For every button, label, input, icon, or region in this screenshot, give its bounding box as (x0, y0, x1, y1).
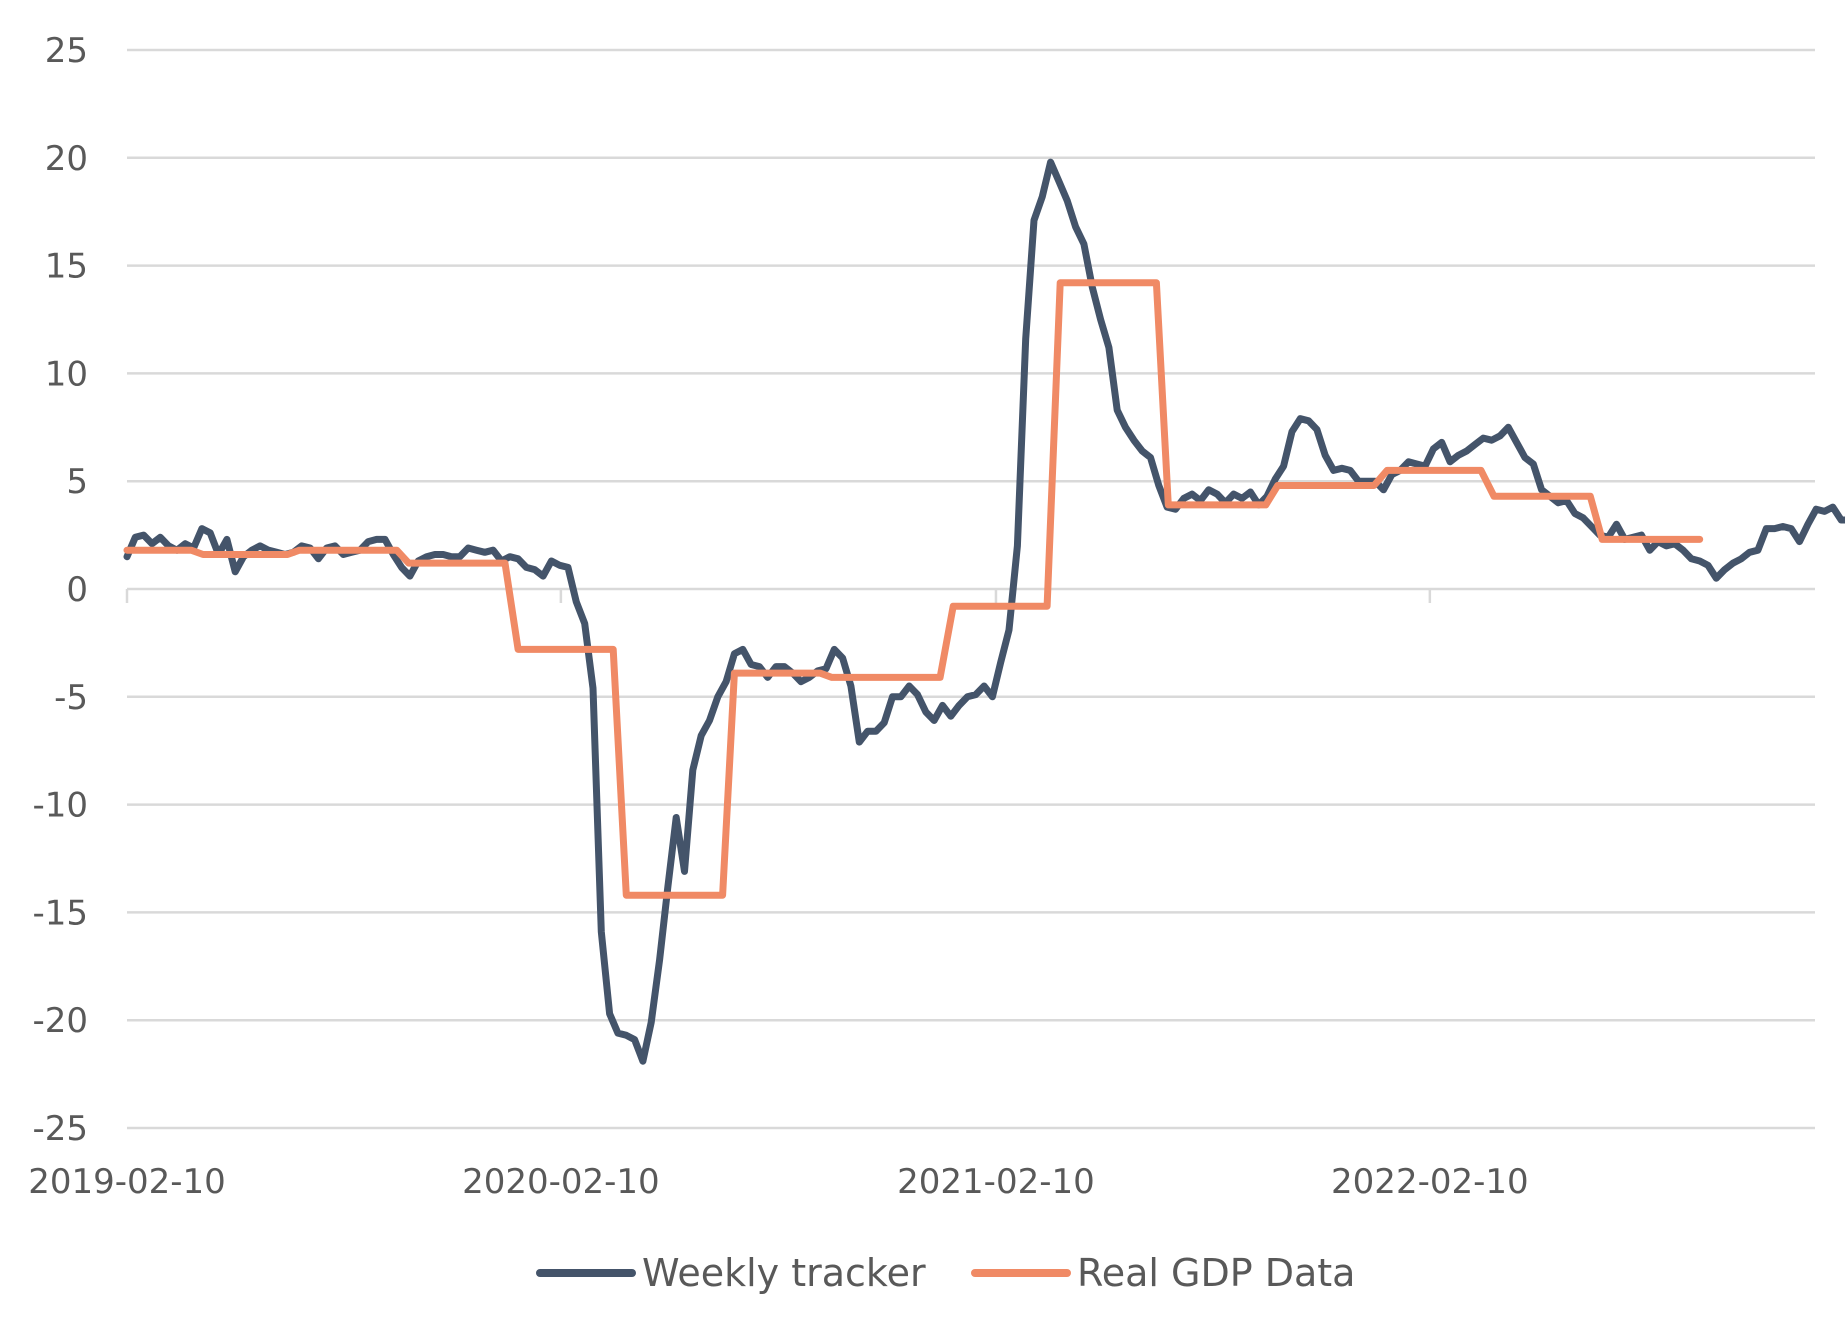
y-tick-label: 10 (45, 354, 88, 394)
x-tick-label: 2022-02-10 (1331, 1162, 1529, 1202)
x-tick-label: 2021-02-10 (897, 1162, 1095, 1202)
y-tick-label: 5 (66, 462, 88, 502)
y-tick-label: 0 (66, 570, 88, 610)
x-axis-ticks: 2019-02-10 2020-02-10 2021-02-10 2022-02-10 (28, 589, 1529, 1202)
y-axis-ticks: 25 20 15 10 5 0 -5 -10 -15 -20 -25 (32, 31, 88, 1149)
legend: Weekly tracker Real GDP Data (536, 1251, 1355, 1295)
y-tick-label: -15 (32, 893, 88, 933)
x-tick-label: 2020-02-10 (462, 1162, 660, 1202)
y-tick-label: 25 (45, 31, 88, 71)
y-tick-label: 15 (45, 247, 88, 287)
gridlines (127, 48, 1815, 1130)
x-tick-label: 2019-02-10 (28, 1162, 226, 1202)
y-tick-label: -10 (32, 786, 88, 826)
legend-label: Real GDP Data (1077, 1251, 1355, 1295)
legend-label: Weekly tracker (642, 1251, 926, 1295)
series-line-1 (123, 158, 1845, 1065)
y-tick-label: -5 (54, 678, 88, 718)
series-lines (123, 158, 1845, 1065)
y-tick-label: -25 (32, 1109, 88, 1149)
y-tick-label: -20 (32, 1001, 88, 1041)
y-tick-label: 20 (45, 139, 88, 179)
series-line-2 (123, 279, 1704, 899)
